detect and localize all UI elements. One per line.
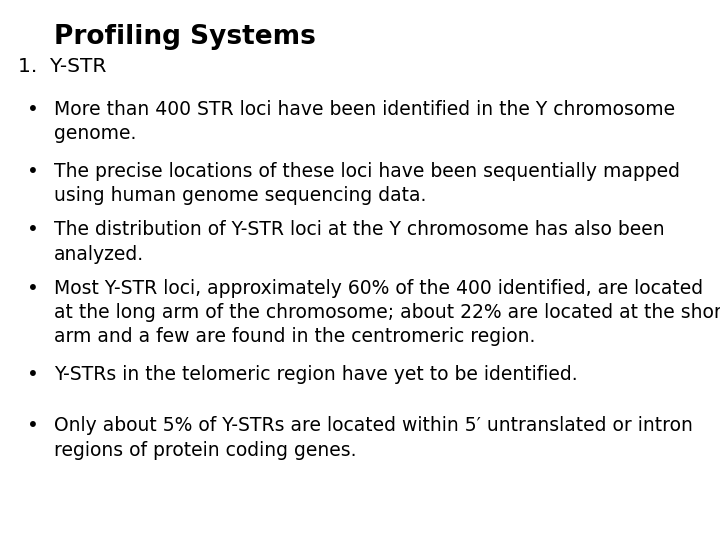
Text: •: • [27, 162, 39, 181]
Text: The precise locations of these loci have been sequentially mapped
using human ge: The precise locations of these loci have… [54, 162, 680, 205]
Text: Profiling Systems: Profiling Systems [54, 24, 316, 50]
Text: •: • [27, 100, 39, 119]
Text: Y-STRs in the telomeric region have yet to be identified.: Y-STRs in the telomeric region have yet … [54, 365, 577, 384]
Text: •: • [27, 416, 39, 435]
Text: The distribution of Y-STR loci at the Y chromosome has also been
analyzed.: The distribution of Y-STR loci at the Y … [54, 220, 665, 264]
Text: •: • [27, 279, 39, 298]
Text: Only about 5% of Y-STRs are located within 5′ untranslated or intron
regions of : Only about 5% of Y-STRs are located with… [54, 416, 693, 460]
Text: •: • [27, 365, 39, 384]
Text: More than 400 STR loci have been identified in the Y chromosome
genome.: More than 400 STR loci have been identif… [54, 100, 675, 143]
Text: 1.  Y-STR: 1. Y-STR [18, 57, 107, 76]
Text: •: • [27, 220, 39, 239]
Text: Most Y-STR loci, approximately 60% of the 400 identified, are located
at the lon: Most Y-STR loci, approximately 60% of th… [54, 279, 720, 346]
